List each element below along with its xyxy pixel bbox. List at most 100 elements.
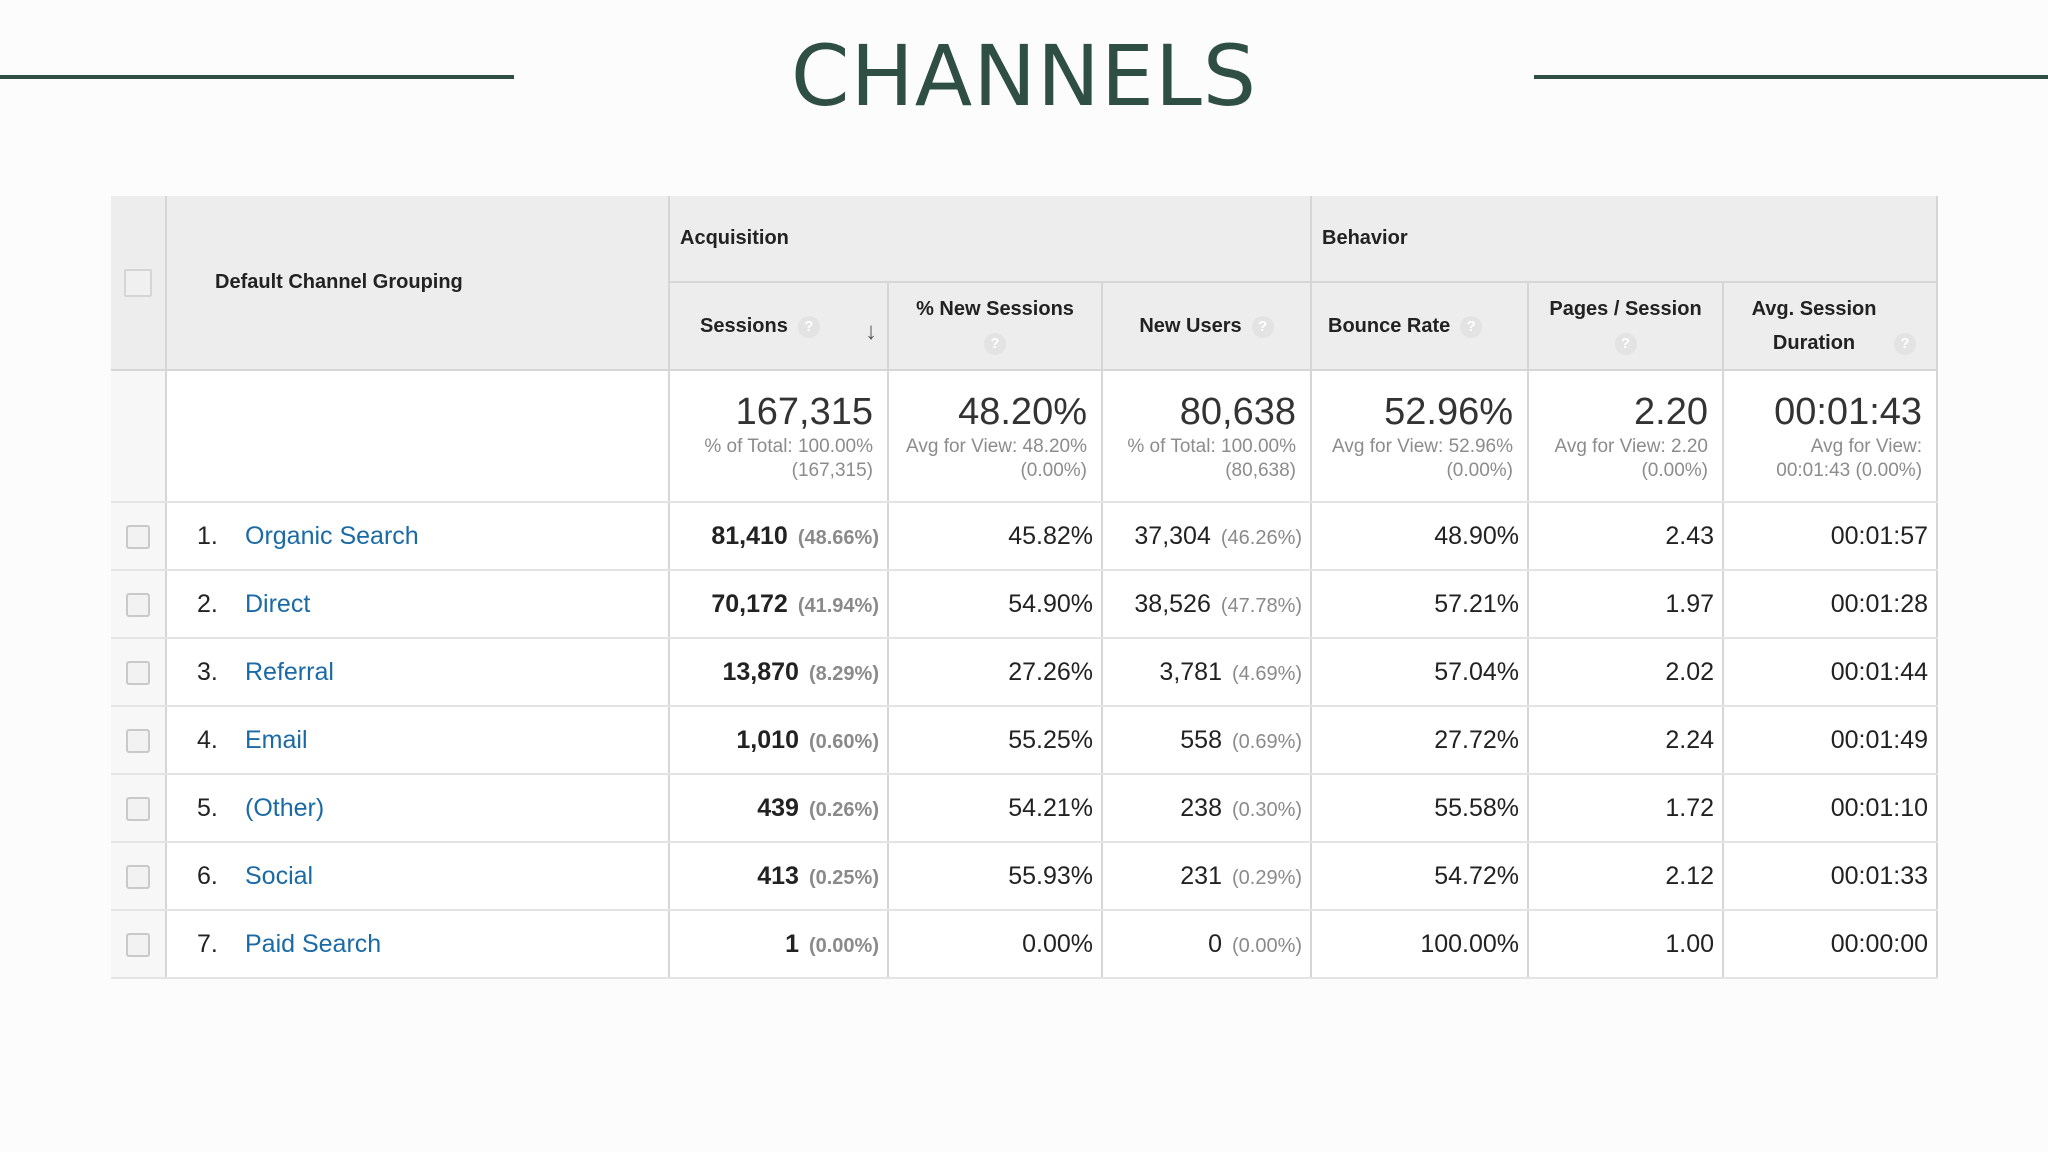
row-checkbox[interactable] <box>126 592 150 617</box>
bounce-rate-cell: 100.00% <box>1311 910 1530 979</box>
channel-link[interactable]: (Other) <box>245 793 325 822</box>
header-avg-duration[interactable]: Avg. Session Duration? <box>1723 282 1939 371</box>
totals-row: 167,315% of Total: 100.00% (167,315) 48.… <box>111 370 1939 503</box>
channel-link[interactable]: Social <box>245 861 314 890</box>
sessions-cell: 13,870 (8.29%) <box>669 638 889 707</box>
help-icon[interactable]: ? <box>1614 332 1637 355</box>
new-sessions-cell: 45.82% <box>888 502 1103 571</box>
row-number: 7. <box>197 929 218 958</box>
new-users-percent: (0.30%) <box>1231 798 1303 821</box>
row-checkbox[interactable] <box>126 660 150 685</box>
table-row: 1. Organic Search 81,410 (48.66%) 45.82% 37,3… <box>111 502 1939 571</box>
help-icon[interactable]: ? <box>1460 315 1483 338</box>
row-checkbox-cell <box>111 910 167 979</box>
row-checkbox[interactable] <box>126 864 150 889</box>
new-users-cell: 3,781 (4.69%) <box>1102 638 1313 707</box>
header-bounce-rate-label: Bounce Rate <box>1328 315 1451 337</box>
header-sessions-label: Sessions <box>700 315 788 337</box>
new-users-cell: 558 (0.69%) <box>1102 706 1313 775</box>
row-number: 2. <box>197 589 218 618</box>
pages-session-cell: 1.97 <box>1528 570 1725 639</box>
new-users-percent: (0.00%) <box>1231 934 1303 957</box>
total-new-sessions-sub: Avg for View: 48.20% (0.00%) <box>906 436 1087 481</box>
total-avg-duration-sub: Avg for View: 00:01:43 (0.00%) <box>1776 436 1923 481</box>
channel-link[interactable]: Email <box>245 725 308 754</box>
bounce-rate-cell: 55.58% <box>1311 774 1530 843</box>
channel-cell: 4. Email <box>166 706 670 775</box>
header-pages-session[interactable]: Pages / Session? <box>1528 282 1725 371</box>
total-bounce-rate: 52.96% Avg for View: 52.96% (0.00%) <box>1311 370 1530 503</box>
header-new-users-label: New Users <box>1139 315 1242 337</box>
total-new-sessions: 48.20% Avg for View: 48.20% (0.00%) <box>888 370 1103 503</box>
sessions-value: 1,010 <box>736 725 799 754</box>
sessions-value: 81,410 <box>711 521 788 550</box>
total-new-users-sub: % of Total: 100.00% (80,638) <box>1127 436 1297 481</box>
new-users-cell: 37,304 (46.26%) <box>1102 502 1313 571</box>
channel-link[interactable]: Organic Search <box>245 521 419 550</box>
sessions-percent: (8.29%) <box>808 662 879 685</box>
table-row: 7. Paid Search 1 (0.00%) 0.00% 0 (0.00%) 100.00… <box>111 910 1939 979</box>
pages-session-cell: 1.00 <box>1528 910 1725 979</box>
sessions-cell: 1 (0.00%) <box>669 910 889 979</box>
new-users-cell: 38,526 (47.78%) <box>1102 570 1313 639</box>
pages-session-cell: 2.02 <box>1528 638 1725 707</box>
bounce-rate-cell: 48.90% <box>1311 502 1530 571</box>
total-new-users-value: 80,638 <box>1179 391 1297 433</box>
new-users-percent: (0.69%) <box>1231 730 1303 753</box>
new-sessions-cell: 54.21% <box>888 774 1103 843</box>
select-all-cell <box>111 196 167 371</box>
row-checkbox[interactable] <box>126 524 150 549</box>
new-users-value: 238 <box>1180 793 1222 822</box>
row-checkbox-cell <box>111 842 167 911</box>
channels-report: Default Channel Grouping Acquisition Beh… <box>111 196 1939 979</box>
new-users-value: 3,781 <box>1159 657 1222 686</box>
table-row: 4. Email 1,010 (0.60%) 55.25% 558 (0.69%) 27.72… <box>111 706 1939 775</box>
header-new-users[interactable]: New Users? <box>1102 282 1313 371</box>
header-sessions[interactable]: Sessions? ↓ <box>669 282 889 371</box>
table-row: 6. Social 413 (0.25%) 55.93% 231 (0.29%) 54.72%… <box>111 842 1939 911</box>
total-new-sessions-value: 48.20% <box>958 391 1087 433</box>
help-icon[interactable]: ? <box>984 332 1006 355</box>
new-sessions-cell: 27.26% <box>888 638 1103 707</box>
pages-session-cell: 2.12 <box>1528 842 1725 911</box>
sort-desc-icon[interactable]: ↓ <box>865 318 877 345</box>
row-checkbox-cell <box>111 502 167 571</box>
channel-link[interactable]: Referral <box>245 657 334 686</box>
select-all-checkbox[interactable] <box>124 268 152 297</box>
header-bounce-rate[interactable]: Bounce Rate? <box>1311 282 1530 371</box>
new-sessions-cell: 55.93% <box>888 842 1103 911</box>
header-new-sessions[interactable]: % New Sessions? <box>888 282 1103 371</box>
new-users-value: 231 <box>1180 861 1222 890</box>
help-icon[interactable]: ? <box>1894 332 1917 355</box>
row-checkbox-cell <box>111 706 167 775</box>
total-new-users: 80,638% of Total: 100.00% (80,638) <box>1102 370 1313 503</box>
new-users-cell: 0 (0.00%) <box>1102 910 1313 979</box>
bounce-rate-cell: 57.21% <box>1311 570 1530 639</box>
total-bounce-rate-value: 52.96% <box>1384 391 1514 433</box>
channel-link[interactable]: Paid Search <box>245 929 382 958</box>
channel-link[interactable]: Direct <box>245 589 311 618</box>
sessions-cell: 1,010 (0.60%) <box>669 706 889 775</box>
row-checkbox[interactable] <box>126 932 150 957</box>
row-number: 1. <box>197 521 218 550</box>
row-checkbox-cell <box>111 638 167 707</box>
total-pages-session-value: 2.20 <box>1634 391 1709 433</box>
sessions-percent: (41.94%) <box>797 594 879 617</box>
channel-cell: 3. Referral <box>166 638 670 707</box>
row-checkbox[interactable] <box>126 796 150 821</box>
total-sessions-sub: % of Total: 100.00% (167,315) <box>704 436 873 481</box>
dimension-header[interactable]: Default Channel Grouping <box>166 196 670 371</box>
row-number: 6. <box>197 861 218 890</box>
help-icon[interactable]: ? <box>797 315 820 338</box>
total-bounce-rate-sub: Avg for View: 52.96% (0.00%) <box>1332 436 1514 481</box>
avg-duration-cell: 00:01:57 <box>1723 502 1939 571</box>
channel-rows: 1. Organic Search 81,410 (48.66%) 45.82% 37,3… <box>111 502 1939 979</box>
bounce-rate-cell: 54.72% <box>1311 842 1530 911</box>
help-icon[interactable]: ? <box>1251 315 1274 338</box>
channel-cell: 1. Organic Search <box>166 502 670 571</box>
new-users-percent: (4.69%) <box>1231 662 1303 685</box>
row-checkbox[interactable] <box>126 728 150 753</box>
new-users-cell: 231 (0.29%) <box>1102 842 1313 911</box>
page-title: CHANNELS <box>790 27 1258 125</box>
sessions-value: 413 <box>757 861 799 890</box>
